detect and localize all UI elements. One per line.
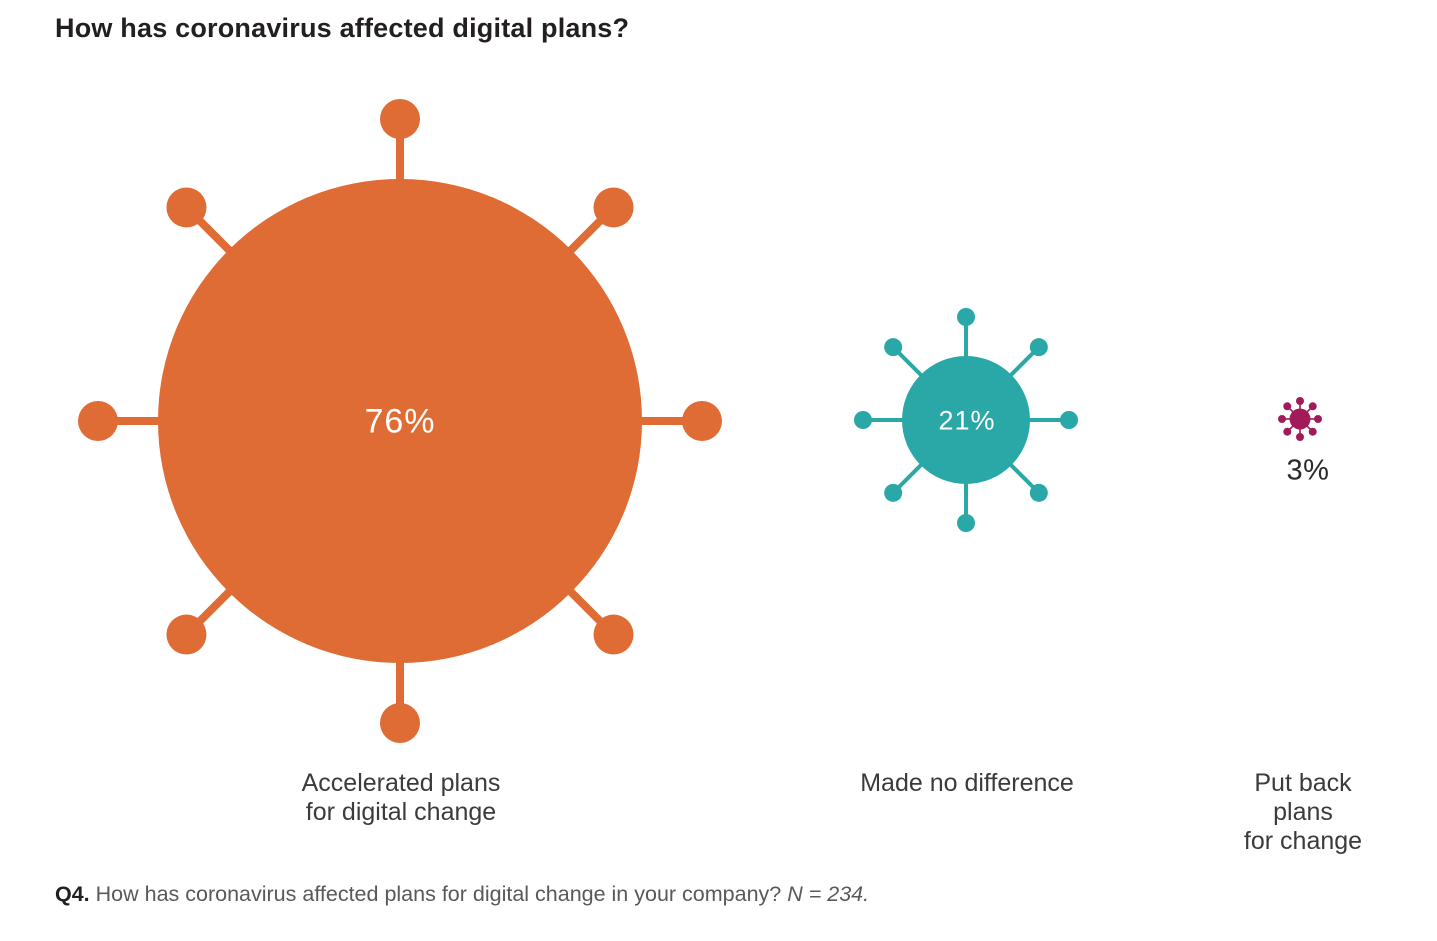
virus-icon-accelerated-plans — [76, 97, 724, 745]
footnote: Q4. How has coronavirus affected plans f… — [55, 882, 869, 907]
value-label-made-no-difference: 21% — [938, 405, 996, 436]
virus-icon-made-no-difference — [852, 306, 1080, 534]
value-label-accelerated-plans: 76% — [364, 402, 436, 441]
category-label-made-no-difference: Made no difference — [860, 769, 1074, 797]
chart-title: How has coronavirus affected digital pla… — [55, 13, 630, 43]
footnote-sample-size: N = 234. — [787, 882, 870, 906]
virus-icon-put-back-plans — [1276, 395, 1324, 443]
category-label-accelerated-plans: Accelerated plans for digital change — [301, 769, 501, 826]
category-label-put-back-plans: Put back plans for change — [1243, 769, 1363, 855]
footnote-text: How has coronavirus affected plans for d… — [89, 882, 788, 906]
footnote-question-number: Q4. — [55, 882, 90, 906]
value-label-put-back-plans: 3% — [1286, 454, 1330, 487]
